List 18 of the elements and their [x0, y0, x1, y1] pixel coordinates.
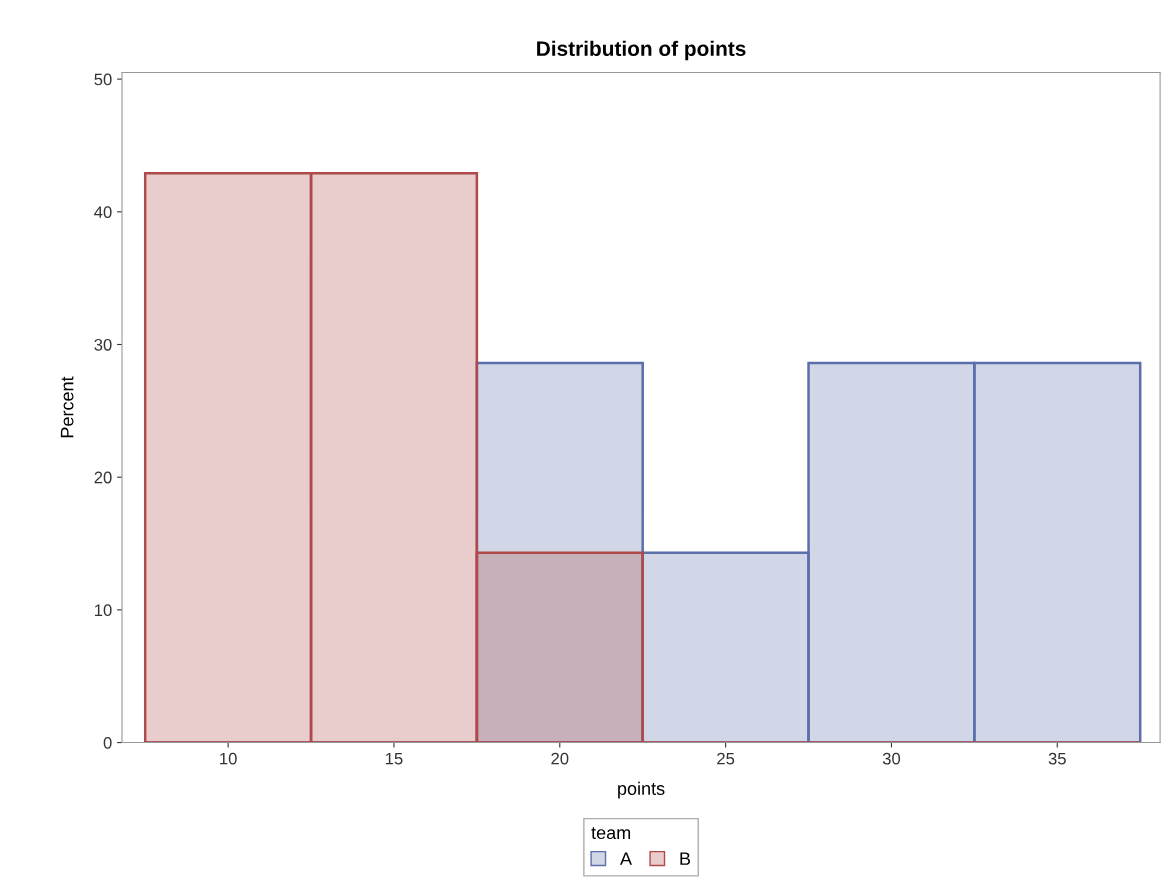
y-tick-label: 40	[94, 206, 112, 219]
x-tick-label: 35	[1048, 752, 1066, 765]
x-tick-label: 25	[717, 752, 735, 765]
y-tick-label: 50	[94, 73, 112, 86]
y-tick-label: 10	[95, 604, 112, 617]
y-tick-label: 0	[103, 736, 112, 749]
x-axis-title: points	[618, 781, 665, 799]
legend-title: team	[591, 827, 631, 840]
x-tick-label: 15	[385, 752, 403, 765]
y-tick-label: 20	[94, 471, 112, 484]
x-tick-label: 20	[551, 752, 569, 765]
legend-label: B	[680, 852, 691, 865]
legend-label: A	[620, 852, 632, 865]
chart-title: Distribution of points	[537, 40, 746, 61]
x-tick-label: 10	[220, 752, 237, 765]
x-tick-label: 30	[882, 752, 901, 765]
y-axis-title: Percent	[60, 376, 74, 438]
y-tick-label: 30	[94, 338, 112, 351]
